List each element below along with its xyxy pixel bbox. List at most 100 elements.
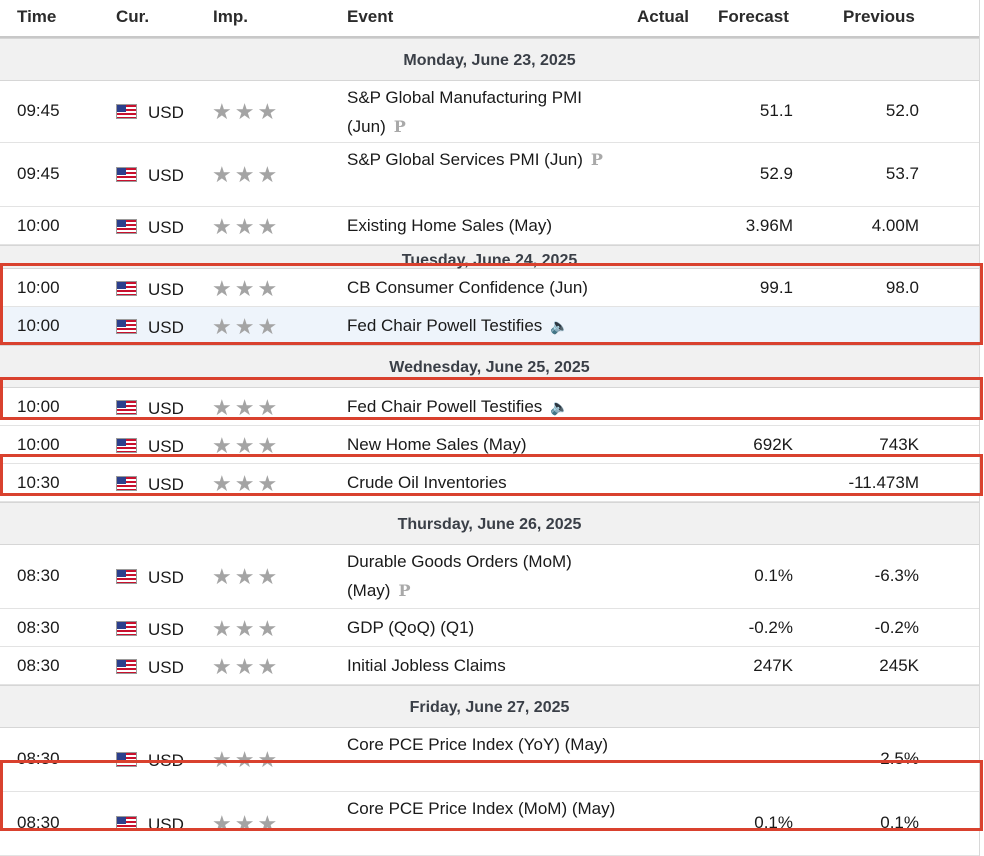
currency-code: USD — [148, 280, 184, 299]
event-name[interactable]: Existing Home Sales (May) — [347, 211, 627, 240]
previous-value: -6.3% — [874, 566, 919, 585]
table-row[interactable]: 10:00 USD ★★★ New Home Sales (May) 692K 743K — [0, 426, 979, 464]
event-title[interactable]: CB Consumer Confidence (Jun) — [347, 278, 588, 297]
event-title[interactable]: GDP (QoQ) (Q1) — [347, 618, 475, 637]
importance-stars: ★★★ — [212, 471, 280, 497]
importance-stars: ★★★ — [212, 616, 280, 642]
table-row[interactable]: 10:00 USD ★★★ CB Consumer Confidence (Jun) 9… — [0, 269, 979, 307]
previous-value: 53.7 — [885, 164, 919, 183]
header-forecast: Forecast — [718, 7, 789, 26]
star-icon: ★ — [234, 747, 258, 772]
event-time: 08:30 — [17, 656, 60, 675]
speaker-icon: 🔈 — [550, 399, 569, 416]
us-flag-icon — [116, 281, 137, 296]
star-icon: ★ — [212, 471, 235, 496]
table-row[interactable]: 10:00 USD ★★★ Existing Home Sales (May) 3.96… — [0, 207, 979, 245]
event-title[interactable]: S&P Global Manufacturing PMI (Jun) — [347, 88, 582, 136]
us-flag-icon — [116, 319, 137, 334]
table-row[interactable]: 10:30 USD ★★★ Crude Oil Inventories -11.473M — [0, 464, 979, 502]
event-title[interactable]: Existing Home Sales (May) — [347, 216, 553, 235]
star-icon: ★ — [257, 747, 281, 772]
importance-stars: ★★★ — [212, 747, 280, 773]
star-icon: ★ — [257, 214, 281, 239]
star-icon: ★ — [212, 433, 235, 458]
event-time: 10:00 — [17, 397, 60, 416]
table-header: Time Cur. Imp. Event Actual Forecast Pre… — [0, 0, 979, 38]
star-icon: ★ — [212, 276, 235, 301]
currency-code: USD — [148, 475, 184, 494]
event-title[interactable]: Initial Jobless Claims — [347, 656, 506, 675]
forecast-value: 99.1 — [759, 278, 793, 297]
previous-value: 52.0 — [885, 101, 919, 120]
us-flag-icon — [116, 752, 137, 767]
event-name[interactable]: Fed Chair Powell Testifies 🔈 — [347, 392, 627, 422]
event-title[interactable]: Fed Chair Powell Testifies — [347, 397, 543, 416]
star-icon: ★ — [257, 395, 281, 420]
currency-code: USD — [148, 658, 184, 677]
event-time: 09:45 — [17, 164, 60, 183]
currency-code: USD — [148, 218, 184, 237]
day-label: Thursday, June 26, 2025 — [397, 516, 582, 533]
event-title[interactable]: Core PCE Price Index (MoM) (May) — [347, 799, 616, 818]
event-time: 10:00 — [17, 316, 60, 335]
header-actual: Actual — [637, 7, 689, 26]
event-name[interactable]: Initial Jobless Claims — [347, 651, 627, 680]
currency-code: USD — [148, 103, 184, 122]
event-time: 08:30 — [17, 618, 60, 637]
event-title[interactable]: Crude Oil Inventories — [347, 473, 507, 492]
importance-stars: ★★★ — [212, 564, 280, 590]
event-time: 08:30 — [17, 566, 60, 585]
currency-code: USD — [148, 620, 184, 639]
event-name[interactable]: Core PCE Price Index (MoM) (May) — [347, 794, 627, 823]
day-label: Friday, June 27, 2025 — [409, 699, 570, 716]
star-icon: ★ — [212, 99, 235, 124]
event-name[interactable]: S&P Global Manufacturing PMI (Jun) P — [347, 83, 627, 141]
table-row[interactable]: 09:45 USD ★★★ S&P Global Manufacturing PMI … — [0, 81, 979, 143]
event-name[interactable]: S&P Global Services PMI (Jun) P — [347, 145, 627, 174]
table-row[interactable]: 10:00 USD ★★★ Fed Chair Powell Testifies 🔈 — [0, 307, 979, 345]
forecast-value: 3.96M — [745, 216, 793, 235]
table-row[interactable]: 08:30 USD ★★★ GDP (QoQ) (Q1) -0.2% -0.2% — [0, 609, 979, 647]
table-row[interactable]: 09:45 USD ★★★ S&P Global Services PMI (Jun)… — [0, 143, 979, 207]
table-row[interactable]: 08:30 USD ★★★ Initial Jobless Claims 247K 245… — [0, 647, 979, 685]
previous-value: -11.473M — [848, 473, 919, 492]
importance-stars: ★★★ — [212, 395, 280, 421]
star-icon: ★ — [212, 616, 235, 641]
importance-stars: ★★★ — [212, 162, 280, 188]
star-icon: ★ — [234, 616, 258, 641]
event-time: 08:30 — [17, 813, 60, 832]
table-row[interactable]: 10:00 USD ★★★ Fed Chair Powell Testifies 🔈 — [0, 388, 979, 426]
event-name[interactable]: GDP (QoQ) (Q1) — [347, 613, 627, 642]
star-icon: ★ — [212, 214, 235, 239]
event-name[interactable]: New Home Sales (May) — [347, 430, 627, 459]
header-currency: Cur. — [116, 7, 150, 26]
forecast-value: 247K — [753, 656, 793, 675]
us-flag-icon — [116, 476, 137, 491]
star-icon: ★ — [257, 616, 281, 641]
star-icon: ★ — [257, 314, 281, 339]
event-name[interactable]: Fed Chair Powell Testifies 🔈 — [347, 311, 627, 341]
table-row[interactable]: 08:30 USD ★★★ Core PCE Price Index (YoY) (M… — [0, 728, 979, 792]
event-name[interactable]: CB Consumer Confidence (Jun) — [347, 273, 627, 302]
forecast-value: -0.2% — [748, 618, 793, 637]
calendar-body: Monday, June 23, 2025 09:45 USD ★★★ S&P Glob… — [0, 38, 979, 856]
event-title[interactable]: Fed Chair Powell Testifies — [347, 316, 543, 335]
star-icon: ★ — [212, 162, 235, 187]
star-icon: ★ — [234, 99, 258, 124]
event-title[interactable]: New Home Sales (May) — [347, 435, 527, 454]
event-title[interactable]: S&P Global Services PMI (Jun) — [347, 150, 583, 169]
star-icon: ★ — [257, 471, 281, 496]
event-title[interactable]: Durable Goods Orders (MoM) (May) — [347, 552, 572, 600]
header-previous: Previous — [843, 7, 915, 26]
event-name[interactable]: Core PCE Price Index (YoY) (May) — [347, 730, 627, 759]
previous-value: 743K — [879, 435, 919, 454]
star-icon: ★ — [234, 276, 258, 301]
event-name[interactable]: Durable Goods Orders (MoM) (May) P — [347, 547, 627, 605]
star-icon: ★ — [257, 162, 281, 187]
table-row[interactable]: 08:30 USD ★★★ Durable Goods Orders (MoM) (M… — [0, 545, 979, 609]
star-icon: ★ — [234, 395, 258, 420]
star-icon: ★ — [234, 433, 258, 458]
event-time: 09:45 — [17, 101, 60, 120]
event-name[interactable]: Crude Oil Inventories — [347, 468, 627, 497]
event-title[interactable]: Core PCE Price Index (YoY) (May) — [347, 735, 609, 754]
